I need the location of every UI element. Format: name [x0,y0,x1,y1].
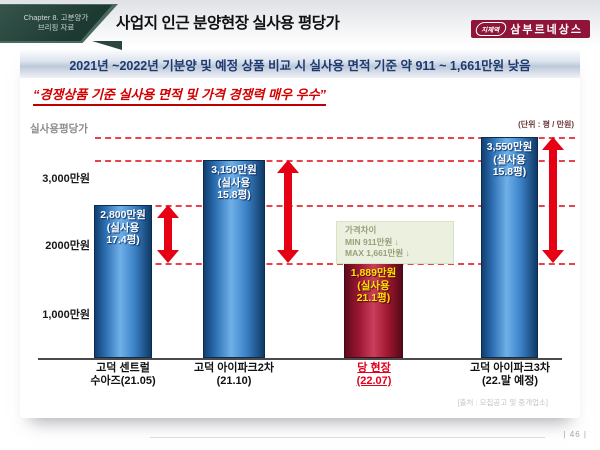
chapter-ribbon-tail [92,41,122,50]
dashed-refline-1889 [95,263,575,265]
unit-label: (단위 : 평 / 만원) [518,120,574,129]
summary-quote: “경쟁상품 기준 실사용 면적 및 가격 경쟁력 매우 우수” [33,84,327,106]
bar-value-label: 1,889만원 (실사용 21.1평) [350,267,397,304]
y-tick-1000: 1,000만원 [42,309,90,321]
chapter-line1: Chapter 8. 고분양가 [23,13,89,22]
bar-value-label: 3,550만원 (실사용 15.8평) [486,141,533,178]
arrow-up-icon [277,160,299,173]
arrow-up-icon [157,205,179,218]
bar-goduk-central: 2,800만원 (실사용 17.4평) [94,205,152,358]
dashed-refline-3150 [95,160,575,162]
source-note: [출처 : 모집공고 및 중개업소] [457,398,549,407]
bar-value-label: 2,800만원 (실사용 17.4평) [100,209,146,246]
gap-note-min: MIN 911만원 ↓ [345,236,399,247]
bar-goduk-ipark2: 3,150만원 (실사용 15.8평) [203,160,265,358]
arrow-down-icon [157,250,179,263]
bar-subject-site: 1,889만원 (실사용 21.1평) [344,263,403,358]
price-gap-arrow-1661 [542,137,564,263]
dashed-refline-2800 [95,205,575,207]
brand-name: 삼부르네상스 [510,24,583,36]
brand-logo: 지제역 삼부르네상스 [471,20,590,38]
dashed-refline-3550 [95,137,575,139]
price-gap-arrow-1261 [277,160,299,263]
footer-divider [150,437,545,438]
bar-chart: 실사용평당가 (단위 : 평 / 만원) 3,000만원 2000만원 1,00… [22,112,578,412]
y-tick-3000: 3,000만원 [42,173,90,185]
gap-note-max: MAX 1,661만원 ↓ [345,248,410,258]
arrow-shaft [549,148,557,252]
y-axis-title: 실사용평당가 [30,123,88,135]
arrow-shaft [164,216,172,252]
x-axis-line [38,358,562,360]
category-goduk-ipark2: 고덕 아이파크2차 (21.10) [193,362,274,387]
gap-note-title: 가격차이 [345,225,377,235]
page-number: | 46 | [563,430,587,439]
price-gap-arrow-911 [157,205,179,263]
arrow-up-icon [542,137,564,150]
category-goduk-ipark3: 고덕 아이파크3차 (22.말 예정) [469,362,550,387]
bar-value-label: 3,150만원 (실사용 15.8평) [211,164,257,201]
arrow-down-icon [542,250,564,263]
station-badge: 지제역 [474,22,509,36]
arrow-down-icon [277,250,299,263]
y-tick-2000: 2000만원 [45,240,90,252]
category-subject-site: 당 현장 (22.07) [356,362,392,387]
price-gap-note: 가격차이 MIN 911만원 ↓ MAX 1,661만원 ↓ [336,221,454,264]
chapter-line2: 브리핑 자료 [37,23,75,32]
category-goduk-central: 고덕 센트럴 수아즈(21.05) [90,362,156,387]
page-title: 사업지 인근 분양현장 실사용 평당가 [116,15,340,32]
arrow-shaft [284,171,292,252]
bar-goduk-ipark3: 3,550만원 (실사용 15.8평) [481,137,538,358]
summary-banner: 2021년 ~2022년 기분양 및 예정 상품 비교 시 실사용 면적 기준 … [20,50,580,78]
